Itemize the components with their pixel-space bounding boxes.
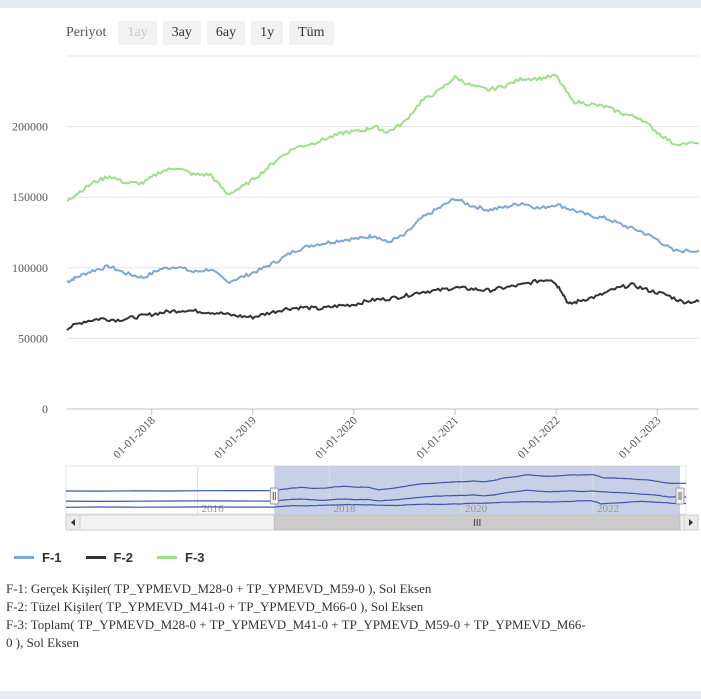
legend: F-1 F-2 F-3 <box>14 550 205 565</box>
arrow-left-icon <box>71 519 75 526</box>
legend-label-f3: F-3 <box>185 550 205 565</box>
description-f3-cont: 0 ), Sol Eksen <box>6 635 79 650</box>
series-line-f2 <box>66 278 700 331</box>
legend-item-f1[interactable]: F-1 <box>14 550 62 565</box>
x-tick-label-4: 01-01-2022 <box>516 414 563 461</box>
legend-item-f3[interactable]: F-3 <box>157 550 205 565</box>
legend-swatch-f1 <box>14 556 34 559</box>
range-button-1y[interactable]: 1y <box>251 21 284 45</box>
description-f3: F-3: Toplam( TP_YPMEVD_M28-0 + TP_YPMEVD… <box>6 617 586 632</box>
description-f1: F-1: Gerçek Kişiler( TP_YPMEVD_M28-0 + T… <box>6 581 432 596</box>
navigator[interactable]: 2016 2018 2020 2022 III <box>65 465 699 531</box>
scrollbar-thumb[interactable] <box>273 514 681 531</box>
navigator-handle-right[interactable] <box>675 487 685 505</box>
x-tick-label-3: 01-01-2021 <box>415 414 462 461</box>
navigator-series-2 <box>65 473 687 492</box>
legend-label-f1: F-1 <box>42 550 62 565</box>
y-tick-label-0: 0 <box>42 402 48 416</box>
range-button-6ay[interactable]: 6ay <box>206 21 246 45</box>
y-tick-label-1: 50000 <box>18 331 48 345</box>
y-axis-labels: 0 50000 100000 150000 200000 <box>12 120 48 416</box>
range-button-1ay[interactable]: 1ay <box>118 21 157 45</box>
x-tick-label-2: 01-01-2020 <box>313 414 360 461</box>
arrow-right-icon <box>689 519 693 526</box>
legend-item-f2[interactable]: F-2 <box>85 550 134 565</box>
navigator-selection <box>274 466 680 514</box>
navigator-year-label-0: 2016 <box>202 503 225 515</box>
legend-swatch-f2 <box>85 556 106 559</box>
navigator-series-0 <box>65 489 687 503</box>
x-tick-label-1: 01-01-2019 <box>212 414 259 461</box>
chart-panel: 0 50000 100000 150000 200000 01-01-2018 01-01… <box>0 8 701 691</box>
series-line-f3 <box>66 73 700 203</box>
navigator-year-label-3: 2022 <box>597 503 619 515</box>
navigator-handle-left[interactable] <box>269 487 279 505</box>
x-axis-labels: 01-01-2018 01-01-2019 01-01-2020 01-01-2021… <box>111 414 663 461</box>
series-descriptions: F-1: Gerçek Kişiler( TP_YPMEVD_M28-0 + T… <box>6 580 666 652</box>
x-tick-label-5: 01-01-2023 <box>617 414 664 461</box>
navigator-year-label-2: 2020 <box>465 503 488 515</box>
series-lines <box>66 73 700 331</box>
legend-swatch-f3 <box>157 556 177 559</box>
range-selector-label: Periyot <box>66 25 107 40</box>
y-tick-label-3: 150000 <box>12 190 48 204</box>
series-line-f1 <box>66 198 700 284</box>
scrollbar-grip: III <box>473 518 481 529</box>
description-f2: F-2: Tüzel Kişiler( TP_YPMEVD_M41-0 + TP… <box>6 599 424 614</box>
range-button-3ay[interactable]: 3ay <box>162 21 201 45</box>
navigator-year-label-1: 2018 <box>333 503 356 515</box>
y-tick-label-4: 200000 <box>12 120 48 134</box>
grid-lines <box>67 55 699 415</box>
legend-label-f2: F-2 <box>113 550 134 565</box>
y-tick-label-2: 100000 <box>12 261 48 275</box>
range-selector: Periyot 1ay 3ay 6ay 1y Tüm <box>66 20 334 46</box>
x-tick-label-0: 01-01-2018 <box>111 414 158 461</box>
navigator-series-1 <box>65 499 686 508</box>
range-button-tum[interactable]: Tüm <box>289 21 334 45</box>
